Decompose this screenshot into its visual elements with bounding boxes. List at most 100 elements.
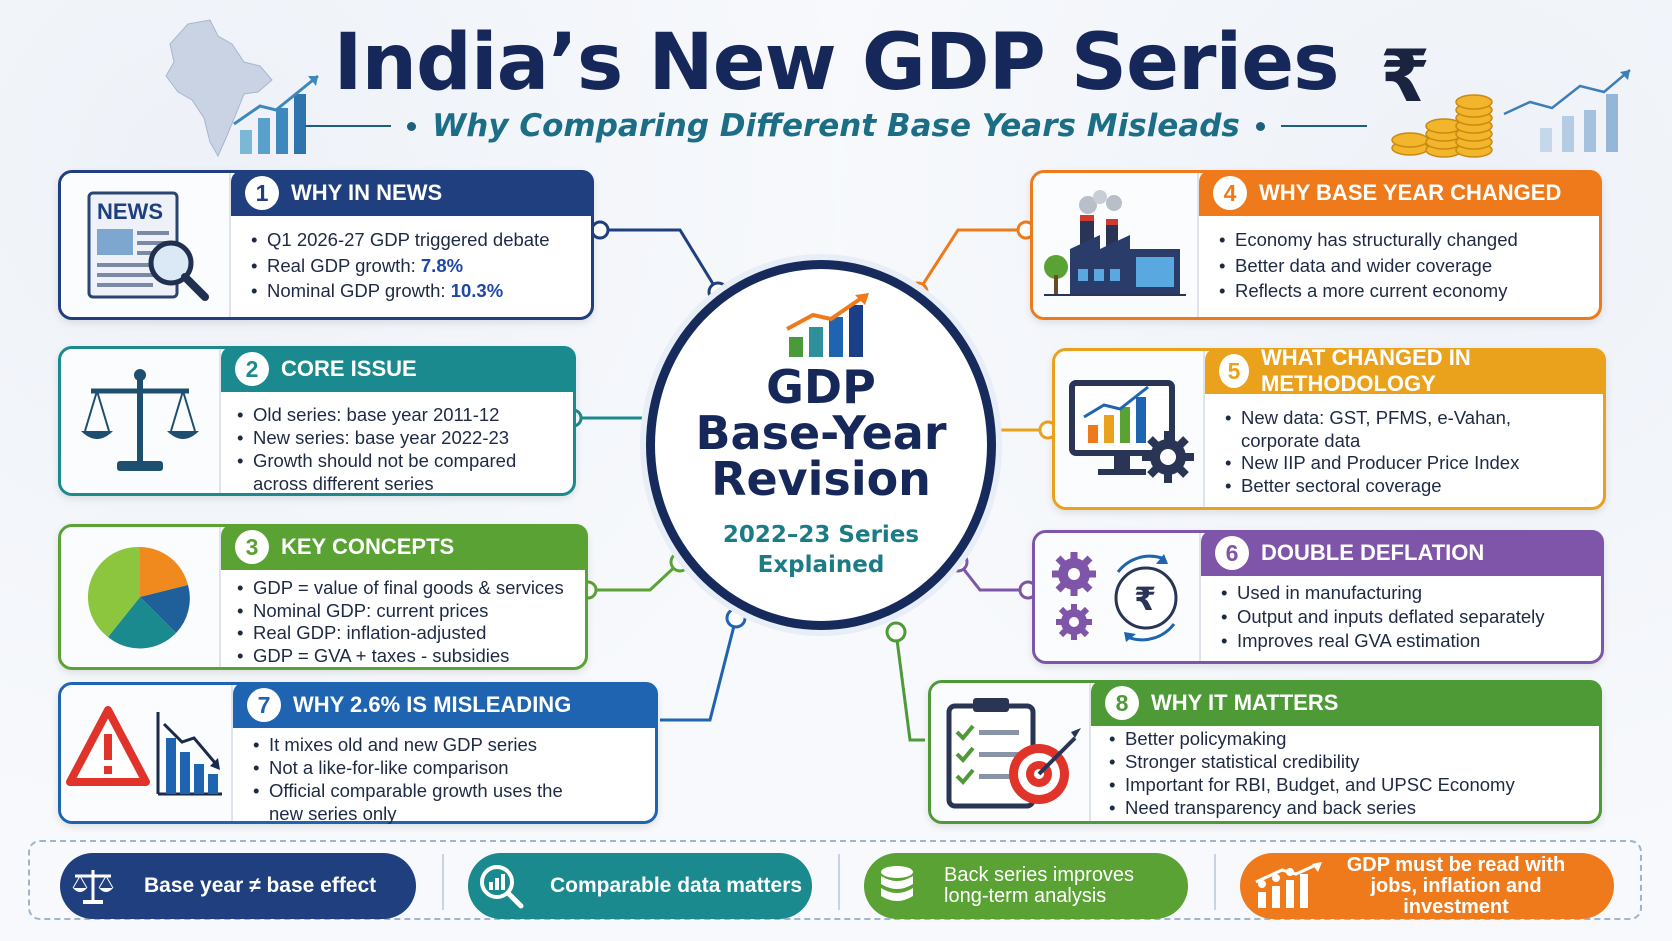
takeaway-pill: Comparable data matters	[468, 853, 812, 919]
list-item: Used in manufacturing	[1219, 581, 1545, 605]
card-header: 1 WHY IN NEWS	[231, 170, 594, 216]
item-value: 7.8%	[420, 254, 464, 276]
balance-scale-icon	[60, 853, 126, 919]
list-item: Stronger statistical credibility	[1107, 750, 1515, 773]
card-number: 2	[235, 352, 269, 386]
growth-line-chart-icon	[1503, 69, 1631, 152]
card-why-base-year-changed: 4 WHY BASE YEAR CHANGED Economy has stru…	[1030, 170, 1602, 320]
card-title: DOUBLE DEFLATION	[1261, 540, 1485, 565]
item-text: Q1 2026-27 GDP triggered debate	[267, 229, 550, 250]
list-item: Not a like-for-like comparison	[251, 756, 571, 779]
card-double-deflation: ₹ 6 DOUBLE DEFLATION Used in manufacturi…	[1032, 530, 1604, 664]
card-list: Used in manufacturing Output and inputs …	[1219, 581, 1545, 653]
subtitle-row: Why Comparing Different Base Years Misle…	[0, 108, 1672, 144]
card-list: Economy has structurally changed Better …	[1217, 227, 1518, 304]
card-core-issue: 2 CORE ISSUE Old series: base year 2011-…	[58, 346, 576, 496]
card-header: 7 WHY 2.6% IS MISLEADING	[233, 682, 658, 728]
list-item: Real GDP growth: 7.8%	[249, 253, 550, 279]
list-item: Nominal GDP: current prices	[235, 600, 564, 623]
list-item: Better data and wider coverage	[1217, 253, 1518, 279]
newspaper-magnifier-icon: NEWS	[87, 191, 209, 301]
divider-dot	[407, 121, 417, 131]
card-list: New data: GST, PFMS, e-Vahan, corporate …	[1223, 407, 1553, 497]
divider	[1214, 854, 1216, 910]
card-header: 6 DOUBLE DEFLATION	[1201, 530, 1604, 576]
list-item: Growth should not be compared across dif…	[235, 449, 565, 495]
database-icon	[864, 853, 930, 919]
list-item: Reflects a more current economy	[1217, 278, 1518, 304]
news-label: NEWS	[97, 199, 163, 224]
list-item: New series: base year 2022-23	[235, 426, 565, 449]
growth-bars-arrow-icon	[786, 293, 869, 357]
card-methodology: 5 WHAT CHANGED IN METHODOLOGY New data: …	[1052, 345, 1606, 510]
takeaway-label: Comparable data matters	[550, 873, 803, 897]
center-subtitle-line: 2022–23 Series	[722, 522, 920, 548]
icon-panel	[61, 349, 221, 493]
gears-rupee-cycle-icon: ₹	[1052, 552, 1178, 642]
card-why-misleading: 7 WHY 2.6% IS MISLEADING It mixes old an…	[58, 682, 658, 824]
list-item: GDP = GVA + taxes - subsidies	[235, 645, 564, 668]
card-list: Q1 2026-27 GDP triggered debate Real GDP…	[249, 227, 550, 304]
warning-declining-chart-icon	[66, 706, 222, 796]
card-header: 8 WHY IT MATTERS	[1091, 680, 1602, 726]
card-number: 5	[1219, 354, 1250, 388]
list-item: New IIP and Producer Price Index	[1223, 452, 1553, 475]
card-title: WHAT CHANGED IN METHODOLOGY	[1261, 345, 1471, 396]
item-text: Real GDP growth:	[267, 254, 421, 276]
icon-panel	[61, 527, 221, 667]
list-item: GDP = value of final goods & services	[235, 577, 564, 600]
divider	[838, 854, 840, 910]
center-title-line: GDP	[766, 360, 876, 414]
card-header: 4 WHY BASE YEAR CHANGED	[1199, 170, 1602, 216]
divider	[442, 854, 444, 910]
pie-chart-icon	[87, 546, 190, 649]
card-title: KEY CONCEPTS	[281, 534, 455, 559]
card-key-concepts: 3 KEY CONCEPTS GDP = value of final good…	[58, 524, 588, 670]
card-number: 3	[235, 530, 269, 564]
card-why-in-news: NEWS 1 WHY IN NEWS Q1 2026-27 GDP trigge…	[58, 170, 594, 320]
takeaway-pill: GDP must be read with jobs, inflation an…	[1240, 853, 1614, 919]
icon-panel: NEWS	[61, 173, 231, 317]
card-list: Old series: base year 2011-12 New series…	[235, 403, 565, 496]
card-header: 3 KEY CONCEPTS	[221, 524, 588, 570]
list-item: Official comparable growth uses the new …	[251, 779, 571, 825]
list-item: Need transparency and back series	[1107, 796, 1515, 819]
card-list: Better policymaking Stronger statistical…	[1107, 727, 1515, 820]
center-title-line: Revision	[711, 452, 931, 506]
balance-scale-icon	[81, 369, 199, 471]
page-subtitle: Why Comparing Different Base Years Misle…	[432, 108, 1240, 144]
list-item: Q1 2026-27 GDP triggered debate	[249, 227, 550, 253]
divider	[305, 125, 392, 127]
list-item: Economy has structurally changed	[1217, 227, 1518, 253]
list-item: New data: GST, PFMS, e-Vahan, corporate …	[1223, 407, 1553, 452]
magnifier-chart-icon	[468, 853, 534, 919]
rupee-label: ₹	[1134, 580, 1156, 618]
center-subtitle: 2022–23 Series Explained	[655, 521, 987, 581]
people-growth-icon	[1240, 853, 1336, 919]
list-item: Output and inputs deflated separately	[1219, 605, 1545, 629]
divider	[1280, 125, 1367, 127]
list-item: Important for RBI, Budget, and UPSC Econ…	[1107, 773, 1515, 796]
list-item: Better sectoral coverage	[1223, 475, 1553, 498]
card-header: 5 WHAT CHANGED IN METHODOLOGY	[1205, 345, 1606, 396]
takeaway-label: GDP must be read with jobs, inflation an…	[1346, 853, 1566, 918]
card-number: 8	[1105, 686, 1139, 720]
item-value: 10.3%	[450, 280, 504, 302]
list-item: Old series: base year 2011-12	[235, 403, 565, 426]
list-item: Improves real GVA estimation	[1219, 629, 1545, 653]
list-item: Nominal GDP growth: 10.3%	[249, 278, 550, 304]
takeaway-label: Back series improves long-term analysis	[944, 864, 1135, 907]
center-subtitle-line: Explained	[757, 551, 885, 578]
card-title: WHY 2.6% IS MISLEADING	[293, 692, 572, 717]
icon-panel	[61, 685, 233, 821]
icon-panel	[931, 683, 1091, 821]
india-map-chart-icon	[165, 19, 319, 158]
rupee-symbol: ₹	[1380, 34, 1431, 118]
list-item: Real GDP: inflation-adjusted	[235, 622, 564, 645]
factory-icon	[1044, 190, 1186, 296]
card-title: WHY IT MATTERS	[1151, 690, 1339, 715]
item-text: Nominal GDP growth:	[267, 280, 451, 302]
divider-dot	[1255, 121, 1265, 131]
card-why-it-matters: 8 WHY IT MATTERS Better policymaking Str…	[928, 680, 1602, 824]
icon-panel	[1033, 173, 1199, 317]
